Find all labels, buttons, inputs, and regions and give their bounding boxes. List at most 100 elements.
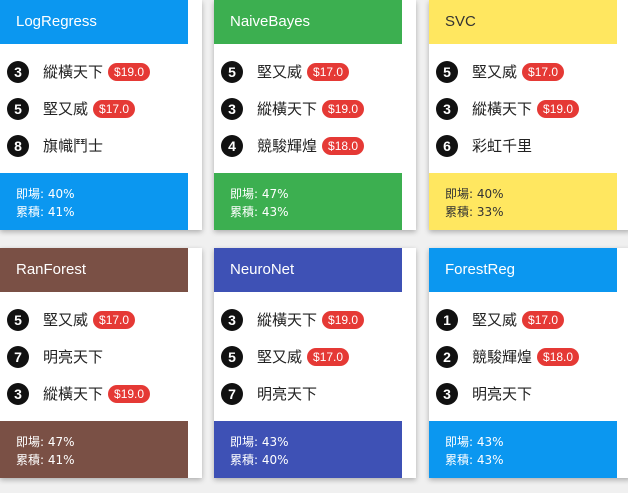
horse-name: 堅又威 — [43, 100, 89, 118]
horse-number-badge: 5 — [436, 60, 458, 83]
odds-badge: $18.0 — [322, 136, 365, 155]
prediction-row: 7 明亮天下 — [214, 375, 416, 412]
odds-badge: $17.0 — [93, 99, 136, 118]
horse-number-badge: 1 — [436, 308, 458, 331]
current-accuracy: 即場: 43% — [230, 435, 289, 449]
prediction-row: 5 堅又威 $17.0 — [0, 301, 202, 338]
prediction-list: 3 縱橫天下 $19.0 5 堅又威 $17.0 8 旗幟鬥士 — [0, 53, 202, 164]
current-accuracy: 即場: 43% — [445, 435, 504, 449]
horse-name: 旗幟鬥士 — [43, 137, 104, 155]
odds-badge: $17.0 — [307, 62, 350, 81]
horse-name: 明亮天下 — [257, 385, 318, 403]
accuracy-stats: 即場: 43% 累積: 43% — [429, 421, 617, 478]
prediction-row: 8 旗幟鬥士 — [0, 127, 202, 164]
current-accuracy: 即場: 47% — [16, 435, 75, 449]
model-card-forestreg: ForestReg 1 堅又威 $17.0 2 競駿輝煌 $18.0 3 明亮天下即場: 43%… — [429, 248, 628, 478]
current-accuracy: 即場: 40% — [16, 187, 75, 201]
cumulative-accuracy: 累積: 41% — [16, 453, 75, 467]
horse-name: 縱橫天下 — [257, 311, 318, 329]
horse-number-badge: 3 — [7, 382, 29, 405]
horse-number-badge: 5 — [7, 97, 29, 120]
model-card-ranforest: RanForest 5 堅又威 $17.0 7 明亮天下 3 縱橫天下 $19.0 即場: 47%… — [0, 248, 202, 478]
prediction-row: 5 堅又威 $17.0 — [429, 53, 628, 90]
prediction-row: 6 彩虹千里 — [429, 127, 628, 164]
horse-number-badge: 4 — [221, 134, 243, 157]
model-card-naivebayes: NaiveBayes 5 堅又威 $17.0 3 縱橫天下 $19.0 4 競駿輝煌 $18.0 即… — [214, 0, 416, 230]
horse-name: 彩虹千里 — [472, 137, 533, 155]
card-title: SVC — [429, 0, 617, 44]
horse-number-badge: 3 — [221, 308, 243, 331]
prediction-row: 3 縱橫天下 $19.0 — [0, 53, 202, 90]
prediction-list: 5 堅又威 $17.0 3 縱橫天下 $19.0 6 彩虹千里 — [429, 53, 628, 164]
prediction-row: 4 競駿輝煌 $18.0 — [214, 127, 416, 164]
horse-number-badge: 5 — [221, 60, 243, 83]
prediction-row: 3 縱橫天下 $19.0 — [0, 375, 202, 412]
prediction-row: 3 縱橫天下 $19.0 — [214, 90, 416, 127]
accuracy-stats: 即場: 40% 累積: 41% — [0, 173, 188, 230]
card-title: NaiveBayes — [214, 0, 402, 44]
horse-number-badge: 5 — [221, 345, 243, 368]
model-card-neuronet: NeuroNet 3 縱橫天下 $19.0 5 堅又威 $17.0 7 明亮天下即場: 43% 累… — [214, 248, 416, 478]
horse-name: 縱橫天下 — [43, 385, 104, 403]
horse-name: 競駿輝煌 — [257, 137, 318, 155]
cumulative-accuracy: 累積: 33% — [445, 205, 504, 219]
accuracy-stats: 即場: 47% 累積: 41% — [0, 421, 188, 478]
odds-badge: $18.0 — [537, 347, 580, 366]
model-card-svc: SVC 5 堅又威 $17.0 3 縱橫天下 $19.0 6 彩虹千里即場: 40% 累積: 33… — [429, 0, 628, 230]
horse-number-badge: 6 — [436, 134, 458, 157]
horse-number-badge: 8 — [7, 134, 29, 157]
odds-badge: $19.0 — [108, 62, 151, 81]
accuracy-stats: 即場: 47% 累積: 43% — [214, 173, 402, 230]
prediction-row: 2 競駿輝煌 $18.0 — [429, 338, 628, 375]
horse-name: 堅又威 — [257, 63, 303, 81]
horse-name: 堅又威 — [257, 348, 303, 366]
odds-badge: $17.0 — [522, 310, 565, 329]
odds-badge: $17.0 — [93, 310, 136, 329]
odds-badge: $19.0 — [108, 384, 151, 403]
horse-name: 明亮天下 — [472, 385, 533, 403]
prediction-list: 5 堅又威 $17.0 3 縱橫天下 $19.0 4 競駿輝煌 $18.0 — [214, 53, 416, 164]
horse-number-badge: 3 — [436, 97, 458, 120]
odds-badge: $19.0 — [537, 99, 580, 118]
horse-name: 堅又威 — [472, 311, 518, 329]
prediction-row: 5 堅又威 $17.0 — [0, 90, 202, 127]
cumulative-accuracy: 累積: 40% — [230, 453, 289, 467]
card-title: LogRegress — [0, 0, 188, 44]
accuracy-stats: 即場: 40% 累積: 33% — [429, 173, 617, 230]
horse-number-badge: 3 — [221, 97, 243, 120]
horse-name: 縱橫天下 — [472, 100, 533, 118]
horse-name: 縱橫天下 — [257, 100, 318, 118]
prediction-list: 3 縱橫天下 $19.0 5 堅又威 $17.0 7 明亮天下 — [214, 301, 416, 412]
horse-number-badge: 7 — [7, 345, 29, 368]
prediction-list: 5 堅又威 $17.0 7 明亮天下 3 縱橫天下 $19.0 — [0, 301, 202, 412]
horse-number-badge: 3 — [436, 382, 458, 405]
prediction-row: 1 堅又威 $17.0 — [429, 301, 628, 338]
horse-name: 明亮天下 — [43, 348, 104, 366]
prediction-row: 5 堅又威 $17.0 — [214, 53, 416, 90]
odds-badge: $19.0 — [322, 310, 365, 329]
current-accuracy: 即場: 47% — [230, 187, 289, 201]
horse-name: 堅又威 — [472, 63, 518, 81]
accuracy-stats: 即場: 43% 累積: 40% — [214, 421, 402, 478]
prediction-row: 5 堅又威 $17.0 — [214, 338, 416, 375]
odds-badge: $17.0 — [522, 62, 565, 81]
horse-number-badge: 7 — [221, 382, 243, 405]
cumulative-accuracy: 累積: 43% — [445, 453, 504, 467]
card-title: NeuroNet — [214, 248, 402, 292]
horse-number-badge: 5 — [7, 308, 29, 331]
model-card-logregress: LogRegress 3 縱橫天下 $19.0 5 堅又威 $17.0 8 旗幟鬥士即場: 40… — [0, 0, 202, 230]
odds-badge: $17.0 — [307, 347, 350, 366]
horse-number-badge: 2 — [436, 345, 458, 368]
prediction-list: 1 堅又威 $17.0 2 競駿輝煌 $18.0 3 明亮天下 — [429, 301, 628, 412]
prediction-row: 3 縱橫天下 $19.0 — [214, 301, 416, 338]
prediction-row: 7 明亮天下 — [0, 338, 202, 375]
horse-name: 競駿輝煌 — [472, 348, 533, 366]
card-title: RanForest — [0, 248, 188, 292]
prediction-row: 3 縱橫天下 $19.0 — [429, 90, 628, 127]
odds-badge: $19.0 — [322, 99, 365, 118]
horse-name: 堅又威 — [43, 311, 89, 329]
cumulative-accuracy: 累積: 41% — [16, 205, 75, 219]
card-title: ForestReg — [429, 248, 617, 292]
current-accuracy: 即場: 40% — [445, 187, 504, 201]
horse-name: 縱橫天下 — [43, 63, 104, 81]
